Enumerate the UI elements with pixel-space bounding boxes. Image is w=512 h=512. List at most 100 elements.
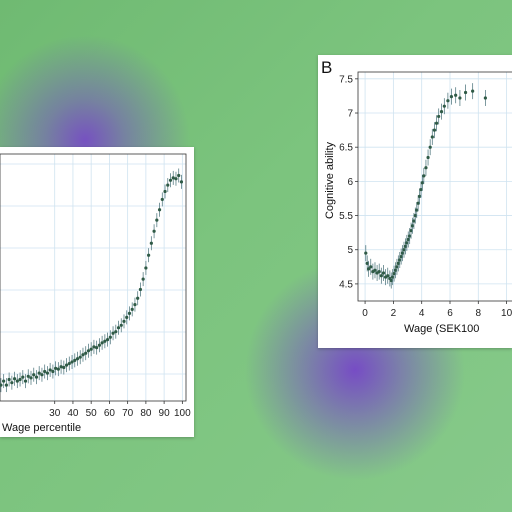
- data-point: [144, 260, 148, 275]
- data-marker: [364, 251, 368, 255]
- data-marker: [34, 375, 39, 379]
- x-tick-label: 30: [49, 408, 61, 419]
- left-chart: 30 40 50 60 70 80 90 100 Wage percentile: [0, 153, 191, 434]
- data-point: [149, 236, 153, 251]
- y-tick-label: 7: [347, 109, 353, 120]
- data-marker: [89, 347, 93, 351]
- data-point: [51, 364, 55, 379]
- data-point: [138, 282, 143, 297]
- data-marker: [43, 369, 47, 374]
- data-point: [111, 326, 115, 341]
- data-point: [406, 231, 410, 248]
- data-point: [424, 159, 428, 176]
- data-marker: [147, 253, 151, 257]
- data-point: [419, 181, 423, 198]
- data-marker: [0, 383, 3, 387]
- x-tick-label: 6: [447, 308, 453, 319]
- data-marker: [471, 89, 475, 93]
- data-marker: [400, 251, 405, 255]
- data-marker: [62, 365, 66, 370]
- data-marker: [386, 274, 390, 278]
- data-marker: [437, 114, 441, 119]
- data-marker: [73, 358, 77, 362]
- data-marker: [393, 268, 398, 272]
- data-marker: [377, 270, 381, 274]
- data-marker: [449, 95, 454, 99]
- data-point: [34, 370, 39, 385]
- panel-label: B: [321, 58, 332, 77]
- data-marker: [428, 145, 432, 149]
- data-point: [64, 358, 69, 373]
- data-marker: [420, 181, 424, 185]
- data-point: [29, 370, 33, 385]
- x-tick-label: 50: [86, 408, 98, 419]
- data-marker: [160, 197, 164, 202]
- data-point: [54, 361, 58, 376]
- data-point: [446, 92, 450, 109]
- data-point: [141, 272, 145, 287]
- data-point: [428, 139, 432, 156]
- data-point: [116, 320, 121, 335]
- plot-frame: [357, 71, 512, 302]
- data-marker: [29, 376, 33, 380]
- data-point: [59, 359, 63, 374]
- data-marker: [111, 331, 115, 335]
- data-marker: [409, 228, 413, 233]
- data-point: [369, 258, 373, 275]
- x-axis-label: Wage (SEK100: [404, 323, 479, 335]
- data-point: [389, 272, 393, 289]
- data-point: [426, 149, 430, 166]
- right-chart-panel: 4.555.566.577.5024681012Wage (SEK100Cogn…: [318, 55, 512, 348]
- data-marker: [103, 339, 107, 343]
- data-marker: [373, 268, 377, 272]
- data-point: [75, 351, 80, 366]
- data-point: [442, 98, 446, 115]
- data-point: [396, 255, 400, 272]
- data-marker: [389, 278, 393, 283]
- data-point: [114, 324, 118, 339]
- data-marker: [168, 178, 173, 182]
- data-marker: [166, 183, 170, 187]
- data-marker: [144, 266, 148, 270]
- data-point: [430, 128, 434, 145]
- data-marker: [70, 360, 74, 364]
- data-marker: [399, 254, 403, 259]
- data-point: [454, 87, 458, 104]
- x-tick-label: 40: [67, 408, 79, 419]
- x-tick-label: 2: [391, 308, 397, 319]
- data-marker: [442, 104, 446, 108]
- data-marker: [100, 341, 104, 345]
- data-point: [416, 195, 420, 212]
- data-marker: [458, 96, 462, 100]
- x-tick-label: 0: [362, 308, 368, 319]
- data-marker: [64, 363, 69, 367]
- data-point: [100, 335, 104, 350]
- data-point: [471, 83, 475, 100]
- data-point: [130, 302, 134, 317]
- data-marker: [116, 326, 121, 330]
- data-point: [23, 374, 28, 389]
- data-point: [26, 369, 30, 384]
- data-marker: [398, 258, 402, 262]
- data-marker: [122, 319, 126, 323]
- data-point: [155, 213, 159, 228]
- data-point: [37, 366, 41, 381]
- data-marker: [365, 261, 369, 266]
- data-point: [10, 375, 14, 390]
- data-marker: [10, 381, 14, 385]
- data-marker: [446, 99, 450, 103]
- data-marker: [12, 377, 17, 381]
- data-marker: [18, 377, 22, 382]
- data-point: [174, 171, 178, 186]
- data-point: [48, 362, 52, 377]
- data-marker: [136, 296, 140, 300]
- x-tick-label: 60: [104, 408, 116, 419]
- data-point: [381, 264, 386, 281]
- data-point: [432, 122, 437, 139]
- data-marker: [179, 180, 184, 184]
- data-marker: [369, 265, 373, 269]
- data-point: [67, 356, 71, 371]
- data-point: [62, 360, 66, 375]
- y-tick-label: 5.5: [339, 211, 353, 222]
- data-point: [168, 173, 173, 188]
